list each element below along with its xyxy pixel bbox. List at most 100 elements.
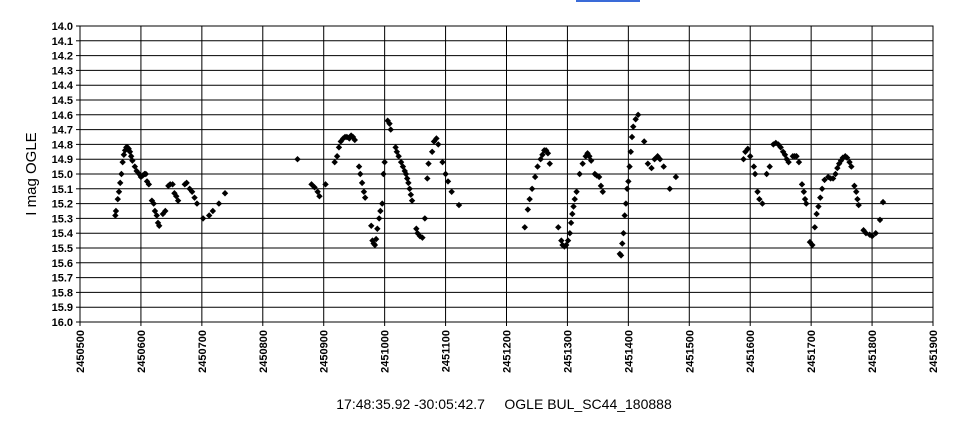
y-tick-label: 14.7 xyxy=(52,125,73,137)
data-point xyxy=(188,188,196,195)
y-tick-label: 15.7 xyxy=(52,273,73,285)
data-point xyxy=(421,215,429,222)
data-point xyxy=(430,138,438,145)
data-point xyxy=(174,197,182,204)
data-point xyxy=(579,160,586,167)
data-point xyxy=(571,195,578,203)
data-point xyxy=(169,181,176,188)
chart-grid xyxy=(79,25,934,323)
data-point xyxy=(570,203,577,210)
data-point xyxy=(853,188,860,195)
data-point xyxy=(777,144,784,151)
y-tick-label: 15.2 xyxy=(52,199,73,211)
y-tick-label: 15.1 xyxy=(52,184,73,196)
data-point xyxy=(413,225,420,232)
data-point xyxy=(115,188,123,195)
data-point xyxy=(444,178,452,185)
data-point xyxy=(120,151,128,158)
y-tick-label: 15.4 xyxy=(52,228,74,240)
x-tick-label: 2451300 xyxy=(562,330,574,373)
x-tick-label: 2450700 xyxy=(197,330,209,373)
data-point xyxy=(135,170,143,178)
data-point xyxy=(150,200,157,207)
data-point xyxy=(763,170,770,178)
data-point xyxy=(821,176,828,184)
data-point xyxy=(526,195,533,203)
data-point xyxy=(632,116,639,123)
data-point xyxy=(622,200,630,207)
data-point xyxy=(843,154,851,161)
data-point xyxy=(521,224,528,231)
data-point xyxy=(586,153,593,160)
data-point xyxy=(294,156,301,163)
data-point xyxy=(829,175,837,182)
data-point xyxy=(153,212,160,219)
data-point xyxy=(625,178,632,185)
data-point xyxy=(593,172,600,179)
data-point xyxy=(806,238,814,246)
data-point xyxy=(855,201,862,209)
x-tick-label: 2450900 xyxy=(319,330,331,373)
data-points xyxy=(112,111,887,259)
y-tick-label: 14.1 xyxy=(52,36,73,48)
data-point xyxy=(355,163,363,170)
x-tick-label: 2451500 xyxy=(684,330,696,373)
data-point xyxy=(783,156,790,163)
data-point xyxy=(564,237,572,244)
y-tick-label: 15.6 xyxy=(52,258,73,270)
data-point xyxy=(428,148,436,155)
data-point xyxy=(435,141,442,148)
x-axis-ticks: 2450500 2450600 2450700 2450800 2450900 24510… xyxy=(75,322,940,373)
x-tick-label: 2451100 xyxy=(441,330,453,372)
data-point xyxy=(112,212,119,219)
data-point xyxy=(397,158,405,166)
data-point xyxy=(221,190,229,197)
data-point xyxy=(648,164,655,172)
data-point xyxy=(800,188,808,195)
data-point xyxy=(751,170,759,178)
data-point xyxy=(584,150,591,157)
data-point xyxy=(750,163,758,170)
y-axis-label: I mag OGLE xyxy=(23,132,40,215)
data-point xyxy=(544,150,552,157)
data-point xyxy=(395,153,402,160)
data-point xyxy=(316,193,323,200)
data-point xyxy=(524,206,532,213)
data-point xyxy=(617,252,625,259)
data-point xyxy=(142,170,150,178)
y-tick-label: 15.3 xyxy=(52,213,73,225)
y-tick-label: 15.8 xyxy=(52,287,73,299)
y-tick-label: 15.9 xyxy=(52,302,73,314)
data-point xyxy=(620,230,627,237)
data-point xyxy=(360,188,368,195)
data-point xyxy=(351,136,358,144)
data-point xyxy=(756,195,763,203)
data-point xyxy=(835,160,843,167)
data-point xyxy=(839,154,847,161)
data-point xyxy=(818,185,826,192)
data-point xyxy=(408,197,416,204)
data-point xyxy=(660,163,667,170)
data-point xyxy=(119,158,126,166)
data-point xyxy=(371,241,379,249)
data-point xyxy=(118,170,125,178)
data-point xyxy=(145,181,153,188)
data-point xyxy=(379,200,386,207)
data-point xyxy=(534,163,541,170)
data-point xyxy=(126,148,134,155)
data-point xyxy=(129,157,136,164)
data-point xyxy=(531,173,539,181)
data-point xyxy=(809,241,816,249)
y-tick-label: 14.0 xyxy=(52,21,73,33)
y-tick-label: 15.0 xyxy=(52,169,73,181)
data-point xyxy=(599,188,606,195)
data-point xyxy=(621,212,628,219)
data-point xyxy=(626,163,633,170)
y-tick-label: 14.6 xyxy=(52,110,73,122)
data-point xyxy=(322,181,329,188)
x-tick-label: 2451000 xyxy=(380,330,392,373)
data-point xyxy=(801,195,809,203)
data-point xyxy=(209,207,217,215)
y-tick-label: 14.3 xyxy=(52,65,73,77)
data-point xyxy=(357,170,364,178)
